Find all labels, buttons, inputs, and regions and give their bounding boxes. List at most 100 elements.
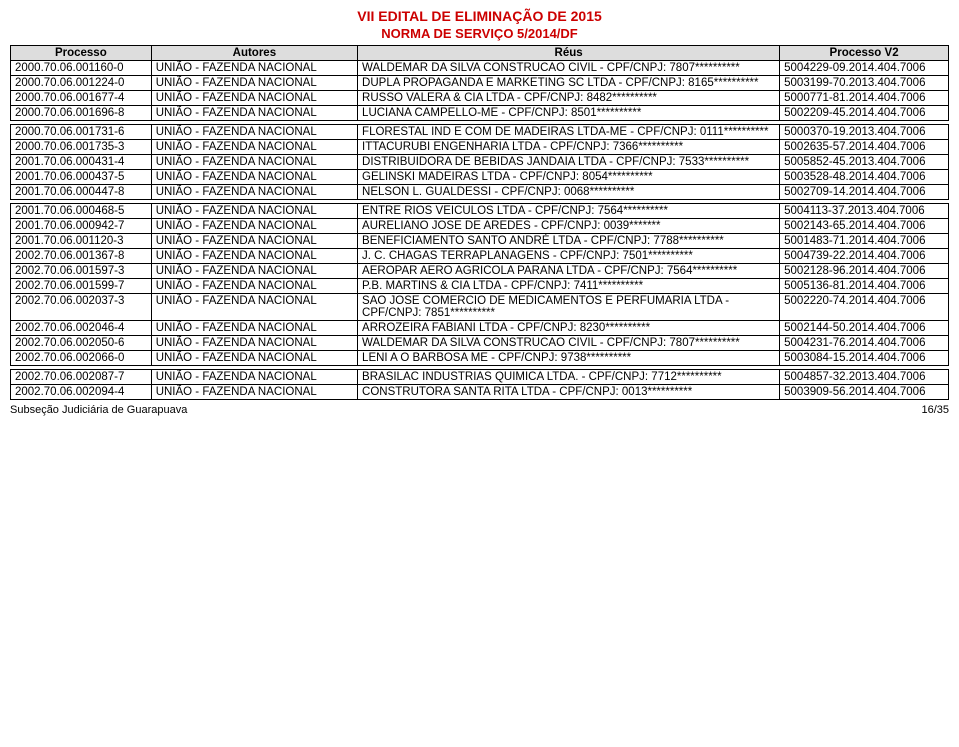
cell-autores: UNIÃO - FAZENDA NACIONAL — [151, 336, 357, 351]
cell-v2: 5002709-14.2014.404.7006 — [780, 185, 949, 200]
cell-v2: 5002209-45.2014.404.7006 — [780, 106, 949, 121]
cell-v2: 5002128-96.2014.404.7006 — [780, 264, 949, 279]
table-row: 2001.70.06.000942-7UNIÃO - FAZENDA NACIO… — [11, 219, 949, 234]
cell-autores: UNIÃO - FAZENDA NACIONAL — [151, 351, 357, 366]
cell-v2: 5000771-81.2014.404.7006 — [780, 91, 949, 106]
cell-processo: 2001.70.06.000447-8 — [11, 185, 152, 200]
table-row: 2002.70.06.001597-3UNIÃO - FAZENDA NACIO… — [11, 264, 949, 279]
cell-reus: CONSTRUTORA SANTA RITA LTDA - CPF/CNPJ: … — [358, 385, 780, 400]
cell-reus: DUPLA PROPAGANDA E MARKETING SC LTDA - C… — [358, 76, 780, 91]
cell-processo: 2001.70.06.001120-3 — [11, 234, 152, 249]
cell-v2: 5002143-65.2014.404.7006 — [780, 219, 949, 234]
cell-v2: 5004857-32.2013.404.7006 — [780, 370, 949, 385]
cell-reus: DISTRIBUIDORA DE BEBIDAS JANDAIA LTDA - … — [358, 155, 780, 170]
cell-processo: 2000.70.06.001731-6 — [11, 125, 152, 140]
table-row: 2000.70.06.001224-0UNIÃO - FAZENDA NACIO… — [11, 76, 949, 91]
cell-v2: 5003084-15.2014.404.7006 — [780, 351, 949, 366]
cell-processo: 2002.70.06.002046-4 — [11, 321, 152, 336]
cell-processo: 2002.70.06.002087-7 — [11, 370, 152, 385]
cell-processo: 2002.70.06.002037-3 — [11, 294, 152, 321]
cell-v2: 5003909-56.2014.404.7006 — [780, 385, 949, 400]
cell-processo: 2002.70.06.002066-0 — [11, 351, 152, 366]
cell-reus: BENEFICIAMENTO SANTO ANDRÉ LTDA - CPF/CN… — [358, 234, 780, 249]
cell-processo: 2002.70.06.001367-8 — [11, 249, 152, 264]
cell-processo: 2001.70.06.000431-4 — [11, 155, 152, 170]
cell-reus: AURELIANO JOSE DE AREDES - CPF/CNPJ: 003… — [358, 219, 780, 234]
table-row: 2001.70.06.000447-8UNIÃO - FAZENDA NACIO… — [11, 185, 949, 200]
cell-processo: 2000.70.06.001677-4 — [11, 91, 152, 106]
footer-left: Subseção Judiciária de Guarapuava — [10, 404, 187, 416]
cell-reus: GELINSKI MADEIRAS LTDA - CPF/CNPJ: 8054*… — [358, 170, 780, 185]
col-processo-v2: Processo V2 — [780, 46, 949, 61]
cell-v2: 5004229-09.2014.404.7006 — [780, 61, 949, 76]
cell-reus: J. C. CHAGAS TERRAPLANAGENS - CPF/CNPJ: … — [358, 249, 780, 264]
cell-autores: UNIÃO - FAZENDA NACIONAL — [151, 370, 357, 385]
table-row: 2002.70.06.001599-7UNIÃO - FAZENDA NACIO… — [11, 279, 949, 294]
cell-reus: LUCIANA CAMPELLO-ME - CPF/CNPJ: 8501****… — [358, 106, 780, 121]
table-row: 2001.70.06.001120-3UNIÃO - FAZENDA NACIO… — [11, 234, 949, 249]
page-title-1: VII EDITAL DE ELIMINAÇÃO DE 2015 — [10, 8, 949, 24]
cell-reus: AEROPAR AERO AGRICOLA PARANA LTDA - CPF/… — [358, 264, 780, 279]
table-row: 2002.70.06.002050-6UNIÃO - FAZENDA NACIO… — [11, 336, 949, 351]
processos-table: Processo Autores Réus Processo V2 2000.7… — [10, 45, 949, 400]
table-row: 2002.70.06.002037-3UNIÃO - FAZENDA NACIO… — [11, 294, 949, 321]
cell-autores: UNIÃO - FAZENDA NACIONAL — [151, 76, 357, 91]
table-row: 2002.70.06.002094-4UNIÃO - FAZENDA NACIO… — [11, 385, 949, 400]
cell-v2: 5000370-19.2013.404.7006 — [780, 125, 949, 140]
cell-v2: 5005852-45.2013.404.7006 — [780, 155, 949, 170]
cell-autores: UNIÃO - FAZENDA NACIONAL — [151, 170, 357, 185]
table-row: 2002.70.06.001367-8UNIÃO - FAZENDA NACIO… — [11, 249, 949, 264]
cell-autores: UNIÃO - FAZENDA NACIONAL — [151, 185, 357, 200]
cell-v2: 5003199-70.2013.404.7006 — [780, 76, 949, 91]
cell-v2: 5004739-22.2014.404.7006 — [780, 249, 949, 264]
table-row: 2002.70.06.002066-0UNIÃO - FAZENDA NACIO… — [11, 351, 949, 366]
cell-reus: FLORESTAL IND E COM DE MADEIRAS LTDA-ME … — [358, 125, 780, 140]
cell-autores: UNIÃO - FAZENDA NACIONAL — [151, 219, 357, 234]
cell-reus: WALDEMAR DA SILVA CONSTRUCAO CIVIL - CPF… — [358, 336, 780, 351]
cell-autores: UNIÃO - FAZENDA NACIONAL — [151, 385, 357, 400]
cell-v2: 5004113-37.2013.404.7006 — [780, 204, 949, 219]
col-processo: Processo — [11, 46, 152, 61]
table-row: 2000.70.06.001160-0UNIÃO - FAZENDA NACIO… — [11, 61, 949, 76]
cell-autores: UNIÃO - FAZENDA NACIONAL — [151, 204, 357, 219]
cell-v2: 5001483-71.2014.404.7006 — [780, 234, 949, 249]
table-row: 2000.70.06.001731-6UNIÃO - FAZENDA NACIO… — [11, 125, 949, 140]
cell-autores: UNIÃO - FAZENDA NACIONAL — [151, 321, 357, 336]
cell-v2: 5003528-48.2014.404.7006 — [780, 170, 949, 185]
cell-processo: 2000.70.06.001696-8 — [11, 106, 152, 121]
col-reus: Réus — [358, 46, 780, 61]
cell-autores: UNIÃO - FAZENDA NACIONAL — [151, 294, 357, 321]
cell-autores: UNIÃO - FAZENDA NACIONAL — [151, 125, 357, 140]
cell-reus: ITTACURUBI ENGENHARIA LTDA - CPF/CNPJ: 7… — [358, 140, 780, 155]
cell-autores: UNIÃO - FAZENDA NACIONAL — [151, 155, 357, 170]
cell-processo: 2000.70.06.001735-3 — [11, 140, 152, 155]
cell-v2: 5002144-50.2014.404.7006 — [780, 321, 949, 336]
cell-reus: WALDEMAR DA SILVA CONSTRUCAO CIVIL - CPF… — [358, 61, 780, 76]
cell-processo: 2002.70.06.001599-7 — [11, 279, 152, 294]
table-row: 2000.70.06.001696-8UNIÃO - FAZENDA NACIO… — [11, 106, 949, 121]
cell-v2: 5002635-57.2014.404.7006 — [780, 140, 949, 155]
cell-reus: RUSSO VALERA & CIA LTDA - CPF/CNPJ: 8482… — [358, 91, 780, 106]
cell-v2: 5005136-81.2014.404.7006 — [780, 279, 949, 294]
footer-right: 16/35 — [921, 404, 949, 416]
table-row: 2001.70.06.000468-5UNIÃO - FAZENDA NACIO… — [11, 204, 949, 219]
table-row: 2001.70.06.000431-4UNIÃO - FAZENDA NACIO… — [11, 155, 949, 170]
cell-autores: UNIÃO - FAZENDA NACIONAL — [151, 234, 357, 249]
cell-reus: LENI A O BARBOSA ME - CPF/CNPJ: 9738****… — [358, 351, 780, 366]
cell-v2: 5002220-74.2014.404.7006 — [780, 294, 949, 321]
cell-processo: 2000.70.06.001224-0 — [11, 76, 152, 91]
cell-reus: BRASILAC INDUSTRIAS QUIMICA LTDA. - CPF/… — [358, 370, 780, 385]
cell-processo: 2001.70.06.000468-5 — [11, 204, 152, 219]
cell-processo: 2002.70.06.002094-4 — [11, 385, 152, 400]
cell-reus: NELSON L. GUALDESSI - CPF/CNPJ: 0068****… — [358, 185, 780, 200]
cell-reus: ARROZEIRA FABIANI LTDA - CPF/CNPJ: 8230*… — [358, 321, 780, 336]
page-title-2: NORMA DE SERVIÇO 5/2014/DF — [10, 26, 949, 41]
table-header-row: Processo Autores Réus Processo V2 — [11, 46, 949, 61]
col-autores: Autores — [151, 46, 357, 61]
table-row: 2001.70.06.000437-5UNIÃO - FAZENDA NACIO… — [11, 170, 949, 185]
cell-v2: 5004231-76.2014.404.7006 — [780, 336, 949, 351]
cell-autores: UNIÃO - FAZENDA NACIONAL — [151, 61, 357, 76]
table-row: 2000.70.06.001677-4UNIÃO - FAZENDA NACIO… — [11, 91, 949, 106]
cell-processo: 2002.70.06.001597-3 — [11, 264, 152, 279]
cell-autores: UNIÃO - FAZENDA NACIONAL — [151, 140, 357, 155]
